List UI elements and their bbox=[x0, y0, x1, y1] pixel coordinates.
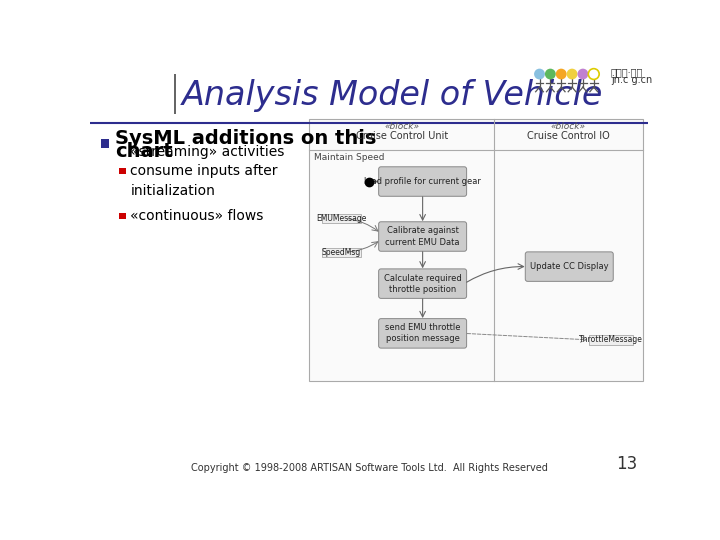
Text: Analysis Model of Vehicle: Analysis Model of Vehicle bbox=[181, 79, 603, 112]
FancyBboxPatch shape bbox=[379, 269, 467, 299]
FancyBboxPatch shape bbox=[120, 168, 126, 174]
Circle shape bbox=[534, 69, 545, 79]
Text: Cruise Control Unit: Cruise Control Unit bbox=[356, 131, 448, 140]
FancyBboxPatch shape bbox=[322, 213, 361, 223]
Text: Calibrate against
current EMU Data: Calibrate against current EMU Data bbox=[385, 226, 460, 247]
FancyBboxPatch shape bbox=[322, 248, 361, 257]
FancyBboxPatch shape bbox=[101, 139, 109, 148]
Text: ThrottleMessage: ThrottleMessage bbox=[579, 335, 643, 345]
Text: 火龙果·整理: 火龙果·整理 bbox=[611, 67, 643, 77]
Text: Cruise Control IO: Cruise Control IO bbox=[527, 131, 610, 140]
FancyBboxPatch shape bbox=[379, 319, 467, 348]
Circle shape bbox=[577, 69, 588, 79]
FancyBboxPatch shape bbox=[379, 167, 467, 196]
Text: SysML additions on this: SysML additions on this bbox=[114, 129, 376, 148]
Text: Maintain Speed: Maintain Speed bbox=[314, 153, 384, 161]
Text: send EMU throttle
position message: send EMU throttle position message bbox=[385, 323, 460, 343]
FancyBboxPatch shape bbox=[589, 335, 633, 345]
FancyBboxPatch shape bbox=[310, 119, 642, 381]
Text: jn.c g.cn: jn.c g.cn bbox=[611, 75, 652, 85]
Text: Copyright © 1998-2008 ARTISAN Software Tools Ltd.  All Rights Reserved: Copyright © 1998-2008 ARTISAN Software T… bbox=[191, 463, 547, 473]
Text: EMUMessage: EMUMessage bbox=[316, 214, 366, 222]
Circle shape bbox=[567, 69, 577, 79]
Text: «streaming» activities
consume inputs after
initialization: «streaming» activities consume inputs af… bbox=[130, 145, 284, 198]
Text: Calculate required
throttle position: Calculate required throttle position bbox=[384, 274, 462, 294]
Circle shape bbox=[556, 69, 567, 79]
Text: «block»: «block» bbox=[384, 122, 419, 131]
Circle shape bbox=[588, 69, 599, 79]
Text: «continuous» flows: «continuous» flows bbox=[130, 209, 264, 222]
FancyBboxPatch shape bbox=[174, 74, 176, 114]
Text: Update CC Display: Update CC Display bbox=[530, 262, 608, 271]
Text: load profile for current gear: load profile for current gear bbox=[364, 177, 481, 186]
Text: «block»: «block» bbox=[551, 122, 586, 131]
Text: chart: chart bbox=[114, 141, 172, 160]
FancyBboxPatch shape bbox=[379, 222, 467, 251]
Text: SpeedMsg: SpeedMsg bbox=[322, 248, 361, 256]
Text: 13: 13 bbox=[616, 455, 637, 473]
FancyBboxPatch shape bbox=[526, 252, 613, 281]
Circle shape bbox=[545, 69, 556, 79]
FancyBboxPatch shape bbox=[120, 213, 126, 219]
